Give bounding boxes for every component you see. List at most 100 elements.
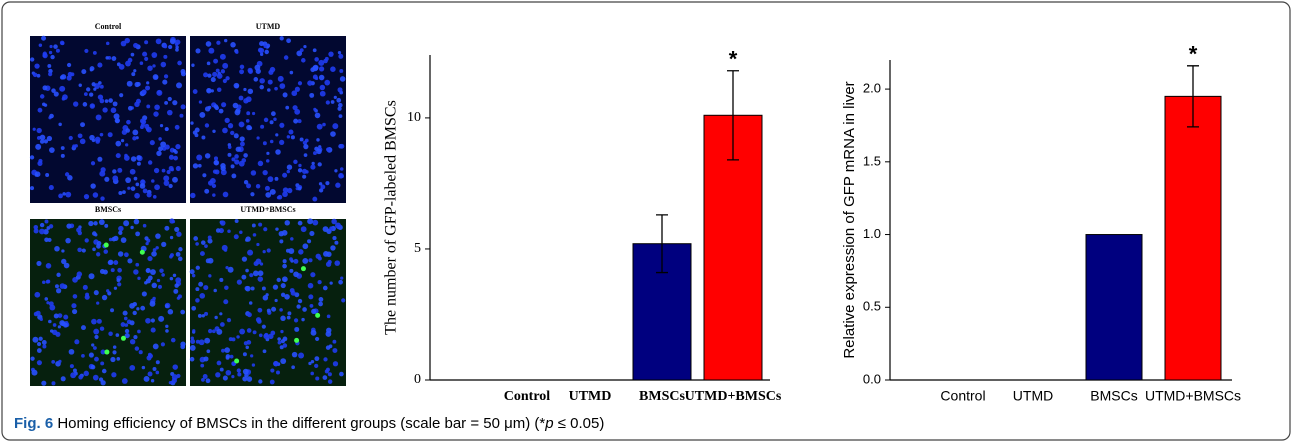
nucleus (247, 312, 252, 317)
nucleus (151, 251, 157, 257)
nucleus (263, 141, 267, 145)
nucleus (77, 248, 82, 253)
nucleus (204, 338, 210, 344)
nucleus (164, 226, 169, 231)
micrographs (30, 36, 346, 386)
nucleus (228, 123, 233, 128)
nucleus (133, 69, 136, 72)
nucleus (216, 41, 220, 45)
nucleus (131, 72, 135, 76)
gfp-cell (140, 250, 145, 255)
nucleus (130, 320, 135, 325)
nucleus (236, 335, 239, 338)
nucleus (339, 114, 343, 118)
nucleus (139, 350, 143, 354)
nucleus (251, 286, 255, 290)
nucleus (142, 291, 147, 296)
nucleus (208, 258, 214, 264)
nucleus (151, 328, 156, 333)
nucleus (34, 312, 38, 316)
nucleus (301, 226, 307, 232)
nucleus (239, 230, 243, 234)
nucleus (270, 120, 274, 124)
nucleus (168, 45, 172, 49)
nucleus (90, 68, 93, 71)
nucleus (102, 107, 107, 112)
nucleus (151, 52, 157, 58)
nucleus (84, 92, 88, 96)
nucleus (340, 167, 344, 171)
nucleus (148, 160, 152, 164)
nucleus (257, 308, 262, 313)
nucleus (287, 311, 291, 315)
nucleus (204, 244, 208, 248)
nucleus (155, 371, 159, 375)
nucleus (226, 370, 232, 376)
nucleus (45, 173, 49, 177)
nucleus (292, 352, 298, 358)
nucleus (339, 69, 343, 73)
nucleus (30, 186, 34, 190)
nucleus (110, 357, 115, 362)
nucleus (37, 360, 42, 365)
nucleus (42, 340, 47, 345)
nucleus (198, 282, 203, 287)
nucleus (156, 360, 160, 364)
nucleus (67, 63, 71, 67)
nucleus (42, 280, 46, 284)
nucleus (326, 147, 330, 151)
gfp-cell (104, 243, 109, 248)
nucleus (245, 236, 250, 241)
nucleus (254, 77, 259, 82)
nucleus (51, 381, 55, 385)
nucleus (93, 51, 97, 55)
nucleus (127, 187, 130, 190)
nucleus (93, 375, 99, 381)
nucleus (172, 378, 177, 383)
nucleus (328, 51, 333, 56)
nucleus (99, 171, 105, 177)
nucleus (271, 111, 276, 116)
nucleus (221, 349, 225, 353)
nucleus (305, 170, 308, 173)
nucleus (253, 270, 259, 276)
significance-mark: * (1189, 42, 1198, 67)
nucleus (205, 153, 211, 159)
nucleus (63, 315, 68, 320)
nucleus (55, 332, 60, 337)
nucleus (175, 125, 180, 130)
nucleus (60, 75, 64, 79)
nucleus (44, 103, 47, 106)
nucleus (245, 286, 251, 292)
nucleus (308, 283, 314, 289)
nucleus (58, 194, 63, 199)
nucleus (213, 59, 218, 64)
gfp-cell (234, 359, 239, 364)
nucleus (167, 170, 171, 174)
nucleus (281, 339, 285, 343)
nucleus (190, 269, 195, 274)
nucleus (217, 361, 222, 366)
nucleus (36, 261, 41, 266)
nucleus (195, 48, 200, 53)
nucleus (81, 69, 86, 74)
nucleus (293, 160, 297, 164)
nucleus (243, 88, 246, 91)
nucleus (108, 132, 113, 137)
nucleus (294, 327, 299, 332)
nucleus (248, 89, 254, 95)
nucleus (54, 246, 60, 252)
nucleus (263, 349, 267, 353)
nucleus (302, 175, 306, 179)
nucleus (117, 268, 122, 273)
nucleus (92, 247, 96, 251)
nucleus (98, 81, 102, 85)
nucleus (94, 290, 99, 295)
nucleus (223, 192, 229, 198)
nucleus (303, 144, 308, 149)
nucleus (146, 104, 150, 108)
nucleus (153, 195, 157, 199)
nucleus (145, 86, 150, 91)
nucleus (86, 87, 90, 91)
nucleus (313, 108, 316, 111)
